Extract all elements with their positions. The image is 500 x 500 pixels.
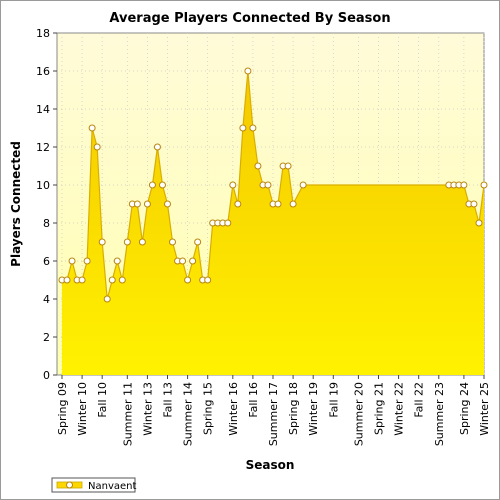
x-tick-label-20: Winter 25 — [478, 382, 491, 436]
x-tick-label-11: Spring 18 — [287, 382, 300, 435]
y-tick-label-4: 8 — [43, 217, 50, 230]
data-point-11 — [113, 257, 121, 265]
data-point-4 — [78, 276, 86, 284]
data-point-83 — [475, 219, 483, 227]
legend-series-name: Nanvaent — [88, 481, 136, 492]
legend: Nanvaent — [51, 477, 136, 493]
y-tick-label-0: 0 — [43, 369, 50, 382]
data-point-1 — [63, 276, 71, 284]
y-tick-label-3: 6 — [43, 255, 50, 268]
data-point-26 — [189, 257, 197, 265]
data-point-5 — [83, 257, 91, 265]
x-tick-label-10: Summer 17 — [267, 382, 280, 446]
data-point-18 — [148, 181, 156, 189]
x-axis-ticks: Spring 09 Winter 10 Fall 10 Summer 11 Winter… — [56, 375, 491, 446]
y-tick-label-6: 12 — [36, 141, 50, 154]
data-point-25 — [184, 276, 192, 284]
data-point-48 — [299, 181, 307, 189]
x-tick-label-1: Winter 10 — [76, 382, 89, 436]
x-tick-label-16: Winter 22 — [393, 382, 406, 436]
x-tick-label-15: Spring 21 — [373, 382, 386, 435]
data-point-10 — [108, 276, 116, 284]
y-axis-ticks: 0 2 4 6 8 10 12 14 16 18 — [36, 27, 57, 382]
data-point-9 — [103, 295, 111, 303]
x-tick-label-2: Fall 10 — [96, 382, 109, 418]
legend-marker — [66, 481, 73, 489]
x-tick-label-9: Fall 16 — [247, 382, 260, 418]
data-point-15 — [133, 200, 141, 208]
data-point-35 — [234, 200, 242, 208]
data-point-41 — [264, 181, 272, 189]
data-point-21 — [164, 200, 171, 208]
data-point-16 — [138, 238, 146, 246]
data-point-13 — [123, 238, 131, 246]
data-point-38 — [249, 124, 257, 132]
data-point-82 — [470, 200, 478, 208]
x-tick-label-12: Winter 19 — [307, 382, 320, 436]
y-tick-label-7: 14 — [36, 103, 50, 116]
y-tick-label-1: 2 — [43, 331, 50, 344]
data-point-80 — [460, 181, 468, 189]
marker-layer — [58, 67, 488, 303]
x-tick-label-8: Winter 16 — [227, 382, 240, 436]
data-point-27 — [194, 238, 202, 246]
y-tick-label-2: 4 — [43, 293, 50, 306]
data-point-45 — [284, 162, 292, 170]
x-axis-label: Season — [246, 458, 295, 472]
x-tick-label-0: Spring 09 — [56, 382, 69, 435]
x-tick-label-3: Summer 11 — [121, 382, 134, 446]
data-point-17 — [143, 200, 151, 208]
data-point-2 — [68, 257, 76, 265]
y-tick-label-5: 10 — [36, 179, 50, 192]
chart-title: Average Players Connected By Season — [109, 11, 390, 26]
data-point-39 — [254, 162, 262, 170]
data-point-6 — [88, 124, 96, 132]
x-tick-label-17: Fall 22 — [413, 382, 426, 418]
series-area-Nanvaent — [62, 71, 484, 375]
x-tick-label-14: Summer 20 — [352, 382, 365, 446]
data-point-29 — [204, 276, 212, 284]
data-point-12 — [118, 276, 126, 284]
data-point-84 — [480, 181, 488, 189]
x-tick-label-18: Summer 23 — [433, 382, 446, 446]
data-point-8 — [98, 238, 106, 246]
data-point-34 — [229, 181, 237, 189]
y-tick-label-8: 16 — [36, 65, 50, 78]
data-point-43 — [274, 200, 282, 208]
data-point-24 — [179, 257, 187, 265]
data-point-46 — [289, 200, 297, 208]
x-tick-label-13: Fall 19 — [327, 382, 340, 418]
legend-box — [51, 477, 136, 493]
x-tick-label-6: Summer 14 — [182, 382, 195, 446]
y-axis-label: Players Connected — [9, 141, 23, 267]
data-point-20 — [158, 181, 166, 189]
y-tick-label-9: 18 — [36, 27, 50, 40]
data-point-37 — [244, 67, 252, 75]
data-point-7 — [93, 143, 101, 151]
x-tick-label-4: Winter 13 — [141, 382, 154, 436]
data-point-36 — [239, 124, 247, 132]
x-tick-label-19: Spring 24 — [458, 382, 471, 435]
x-tick-label-5: Fall 13 — [162, 382, 175, 418]
data-point-33 — [224, 219, 232, 227]
data-point-22 — [169, 238, 177, 246]
x-tick-label-7: Spring 15 — [202, 382, 215, 435]
data-point-19 — [153, 143, 161, 151]
